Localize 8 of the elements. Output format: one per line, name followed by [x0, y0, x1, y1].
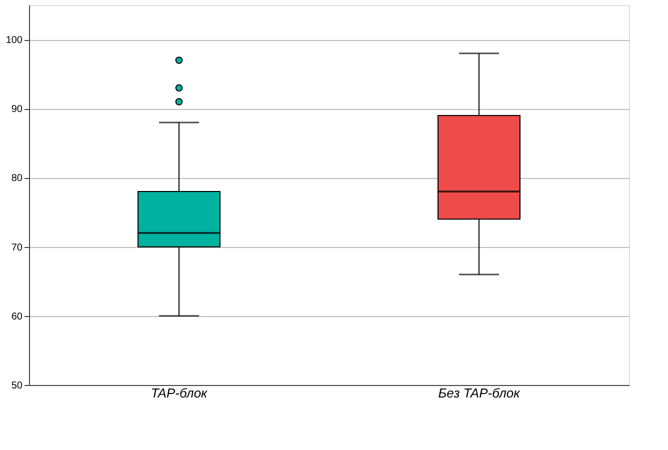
x-tick-label: Без TAP-блок [438, 386, 521, 400]
y-tick-label: 80 [11, 173, 23, 184]
y-tick-label: 90 [11, 104, 23, 116]
y-tick-label: 100 [6, 35, 23, 46]
x-tick-label: TAP-блок [150, 386, 208, 400]
y-tick-label: 70 [11, 242, 23, 254]
y-tick-label: 60 [11, 311, 23, 322]
y-tick-label: 50 [11, 380, 23, 392]
